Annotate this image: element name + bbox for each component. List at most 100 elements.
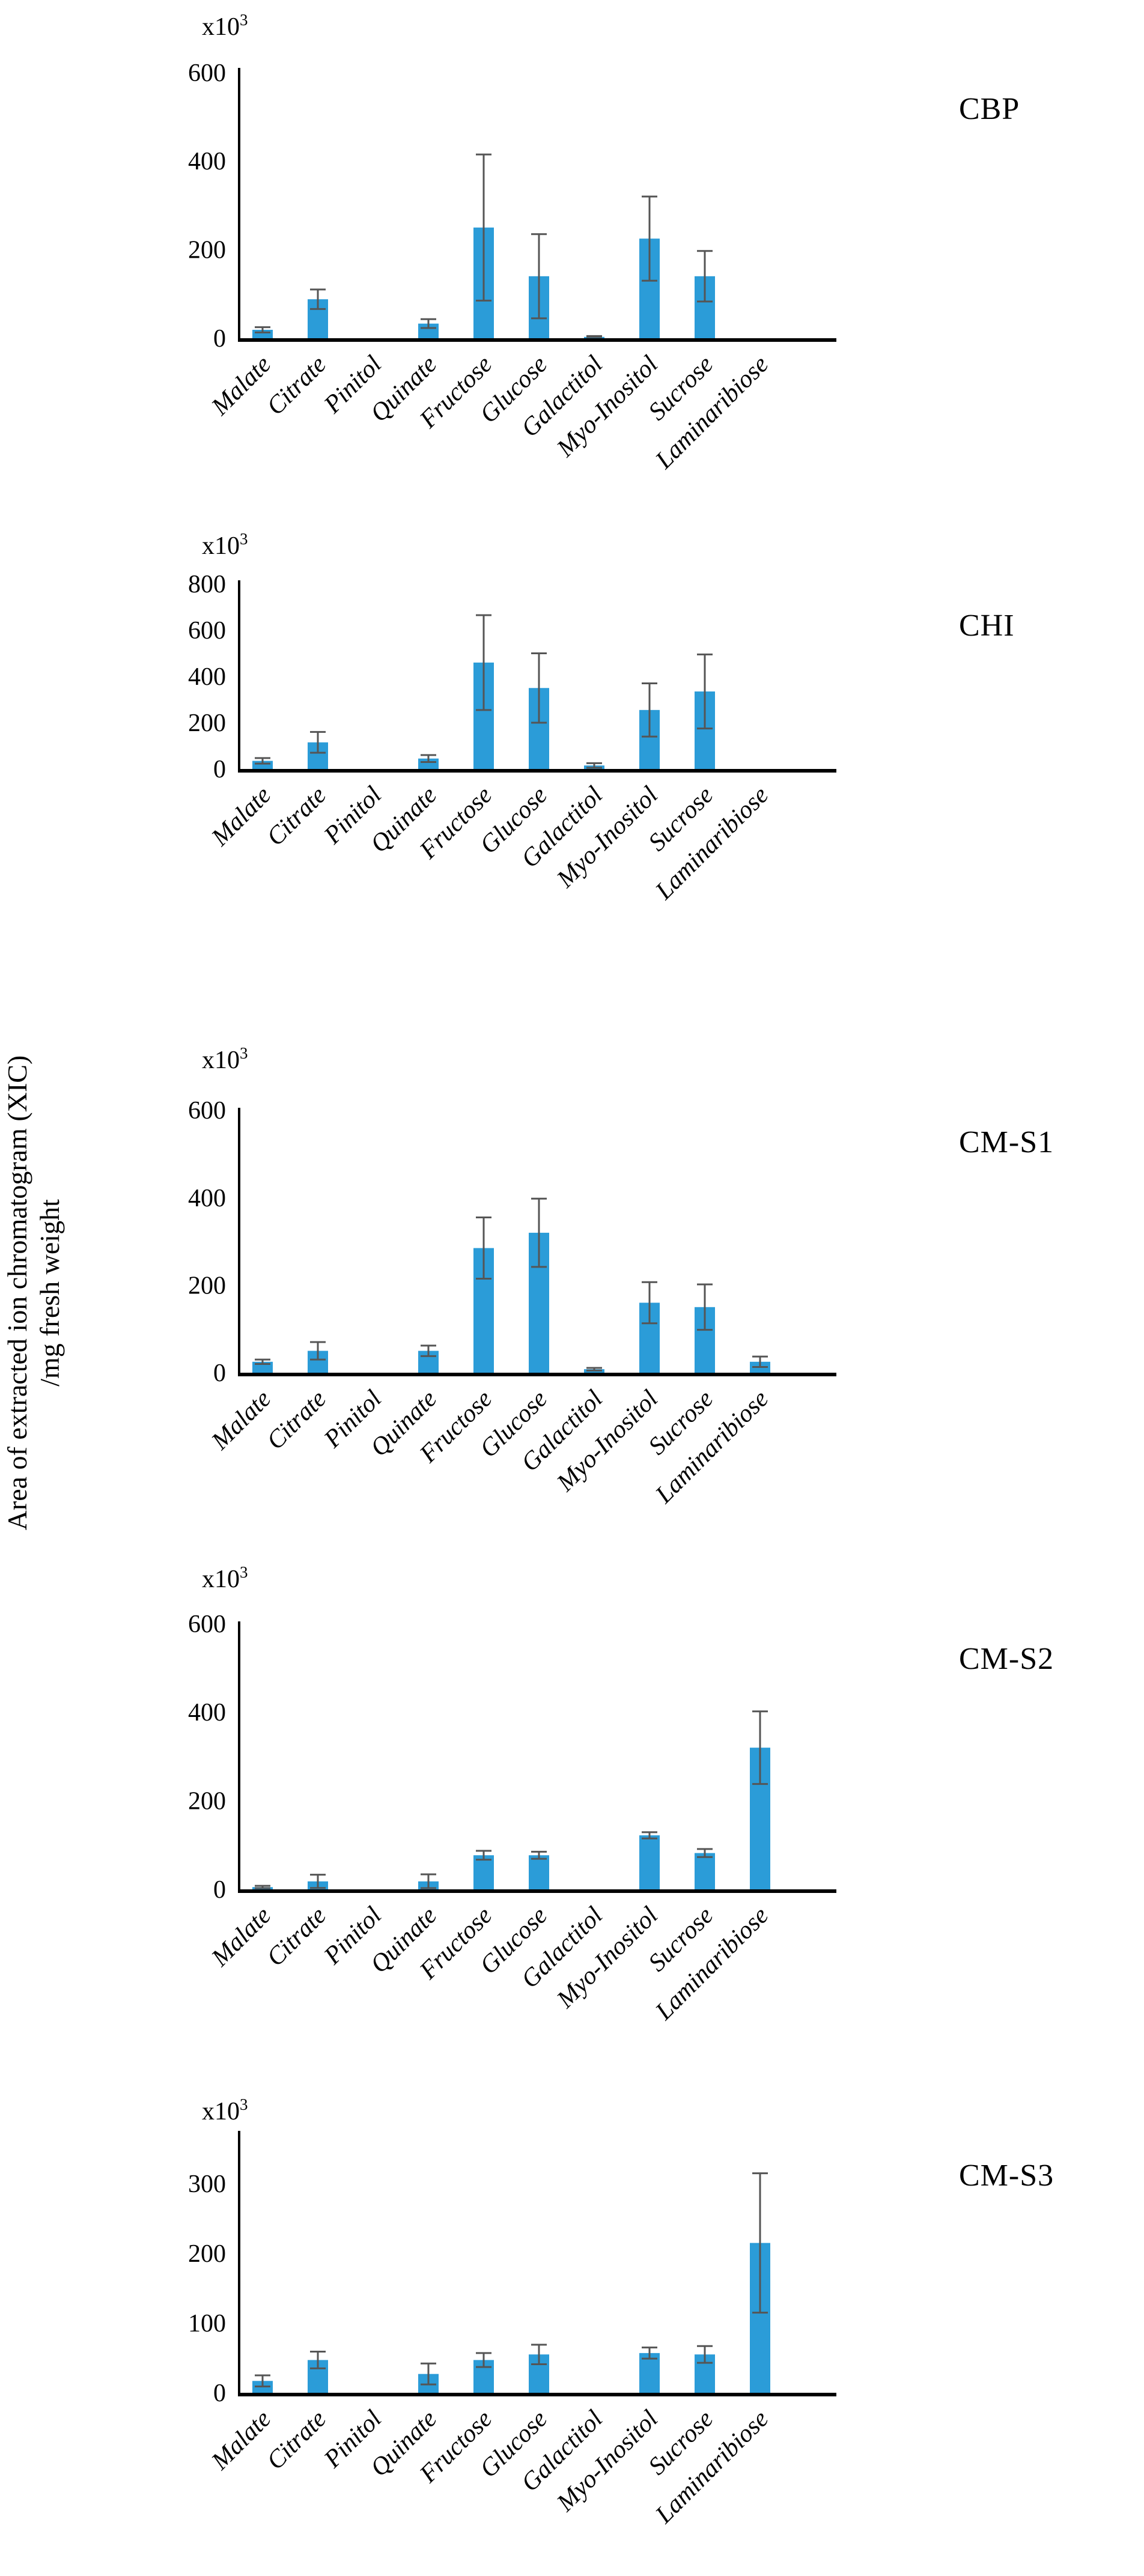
x-category-label: Citrate [261, 782, 332, 852]
chart-cm-s3-plot: x1030100200300MalateCitratePinitolQuinat… [188, 2095, 836, 2529]
y-tick-label: 200 [188, 237, 226, 264]
y-tick-label: 300 [188, 2170, 226, 2198]
bar-fructose [473, 1855, 494, 1891]
x-category-label: Malate [206, 782, 276, 852]
error-bar-citrate [310, 288, 326, 310]
chart-cm-s3: x103 0 100 200 300 Malate Citrate Pinitol Quinat… [0, 2067, 1144, 2576]
error-bar-sucrose [697, 250, 713, 303]
y-tick-label: 200 [188, 709, 226, 737]
bar-malate [252, 1361, 273, 1375]
error-bar-glucose [531, 2344, 547, 2365]
error-bar-quinate [421, 754, 436, 763]
error-bar-quinate [421, 1873, 436, 1889]
error-bar-fructose [476, 2352, 491, 2368]
chart-cm-s1-title: CM-S1 [959, 1125, 1054, 1159]
error-bar-malate [255, 326, 270, 333]
y-tick-label: 100 [188, 2310, 226, 2338]
chart-cm-s2: x103 0 200 400 600 Malate Citrate Pinitol Quinat… [0, 1550, 1144, 2067]
error-bar-laminaribiose [752, 1710, 768, 1785]
error-bar-myo-inositol [642, 1831, 657, 1839]
error-bar-fructose [476, 153, 491, 302]
y-tick-label: 0 [213, 2380, 226, 2407]
y-tick-label: 200 [188, 2240, 226, 2268]
y-axis-line [238, 1108, 240, 1376]
error-bar-sucrose [697, 1848, 713, 1858]
error-bar-laminaribiose [752, 1355, 768, 1368]
x-category-label: Citrate [261, 1902, 332, 1972]
error-bar-quinate [421, 1344, 436, 1357]
chart-cbp: x103 0 200 400 600 Malate Citrate Pinitol Quinat… [0, 0, 1144, 517]
error-bar-galactitol [586, 1367, 602, 1372]
error-bar-galactitol [586, 762, 602, 769]
error-bar-citrate [310, 1341, 326, 1361]
y-tick-label: 400 [188, 1699, 226, 1727]
error-bar-malate [255, 2374, 270, 2388]
x-category-label: Citrate [261, 2405, 332, 2476]
y-tick-label: 600 [188, 617, 226, 645]
error-bar-glucose [531, 1850, 547, 1860]
error-bar-quinate [421, 2362, 436, 2386]
error-bar-citrate [310, 731, 326, 754]
bar-laminaribiose [750, 1361, 770, 1375]
error-bar-myo-inositol [642, 682, 657, 738]
y-axis-line [238, 1621, 240, 1893]
x-category-label: Malate [206, 1902, 276, 1972]
bar-malate [252, 1887, 273, 1891]
y-tick-label: 400 [188, 148, 226, 175]
error-bar-glucose [531, 1197, 547, 1268]
error-bar-fructose [476, 614, 491, 711]
error-bar-laminaribiose [752, 2172, 768, 2314]
error-bar-fructose [476, 1217, 491, 1280]
error-bar-malate [255, 757, 270, 765]
y-tick-label: 600 [188, 59, 226, 87]
bar-glucose [529, 1855, 549, 1891]
error-bar-quinate [421, 318, 436, 329]
chart-cbp-title: CBP [959, 92, 1020, 126]
chart-cm-s2-title: CM-S2 [959, 1642, 1054, 1676]
error-bar-myo-inositol [642, 195, 657, 282]
y-scale-note: x103 [202, 1044, 248, 1074]
chart-chi: x103 0 200 400 600 800 Malate Citrate Pinitol Qui… [0, 517, 1144, 1033]
x-category-label: Citrate [261, 1385, 332, 1456]
x-category-label: Malate [206, 2405, 276, 2476]
error-bar-myo-inositol [642, 1281, 657, 1325]
y-tick-label: 200 [188, 1272, 226, 1299]
error-bar-citrate [310, 2351, 326, 2369]
y-tick-label: 200 [188, 1788, 226, 1815]
error-bar-galactitol [586, 335, 602, 338]
chart-cm-s3-title: CM-S3 [959, 2158, 1054, 2193]
x-axis-line [238, 338, 836, 342]
chart-cm-s1: x103 0 200 400 600 Malate Citrate Pinitol Quinat… [0, 1033, 1144, 1550]
x-axis-line [238, 769, 836, 773]
bar-myo-inositol [639, 2353, 660, 2395]
bar-sucrose [695, 1853, 715, 1891]
error-bar-myo-inositol [642, 2347, 657, 2360]
y-tick-label: 0 [213, 325, 226, 353]
y-tick-label: 400 [188, 1185, 226, 1212]
bar-malate [252, 2381, 273, 2395]
error-bar-malate [255, 1358, 270, 1365]
x-axis-line [238, 1373, 836, 1376]
bar-myo-inositol [639, 1835, 660, 1891]
chart-chi-title: CHI [959, 609, 1015, 643]
error-bar-malate [255, 1885, 270, 1889]
x-category-label: Malate [206, 1385, 276, 1456]
chart-cm-s1-plot: x1030200400600MalateCitratePinitolQuinat… [188, 1044, 836, 1509]
chart-cm-s2-plot: x1030200400600MalateCitratePinitolQuinat… [188, 1563, 836, 2026]
y-tick-label: 400 [188, 663, 226, 691]
chart-chi-plot: x1030200400600800MalateCitratePinitolQui… [188, 530, 836, 905]
y-tick-label: 0 [213, 1359, 226, 1387]
error-bar-sucrose [697, 1283, 713, 1331]
y-tick-label: 0 [213, 1876, 226, 1904]
y-axis-line [238, 2131, 240, 2396]
x-axis-line [238, 2393, 836, 2396]
error-bar-sucrose [697, 2345, 713, 2364]
y-axis-line [238, 580, 240, 773]
error-bar-sucrose [697, 653, 713, 730]
y-scale-note: x103 [202, 2095, 248, 2125]
y-tick-label: 0 [213, 756, 226, 783]
bar-galactitol [584, 1369, 604, 1375]
y-tick-label: 600 [188, 1097, 226, 1125]
x-category-label: Citrate [261, 351, 332, 421]
